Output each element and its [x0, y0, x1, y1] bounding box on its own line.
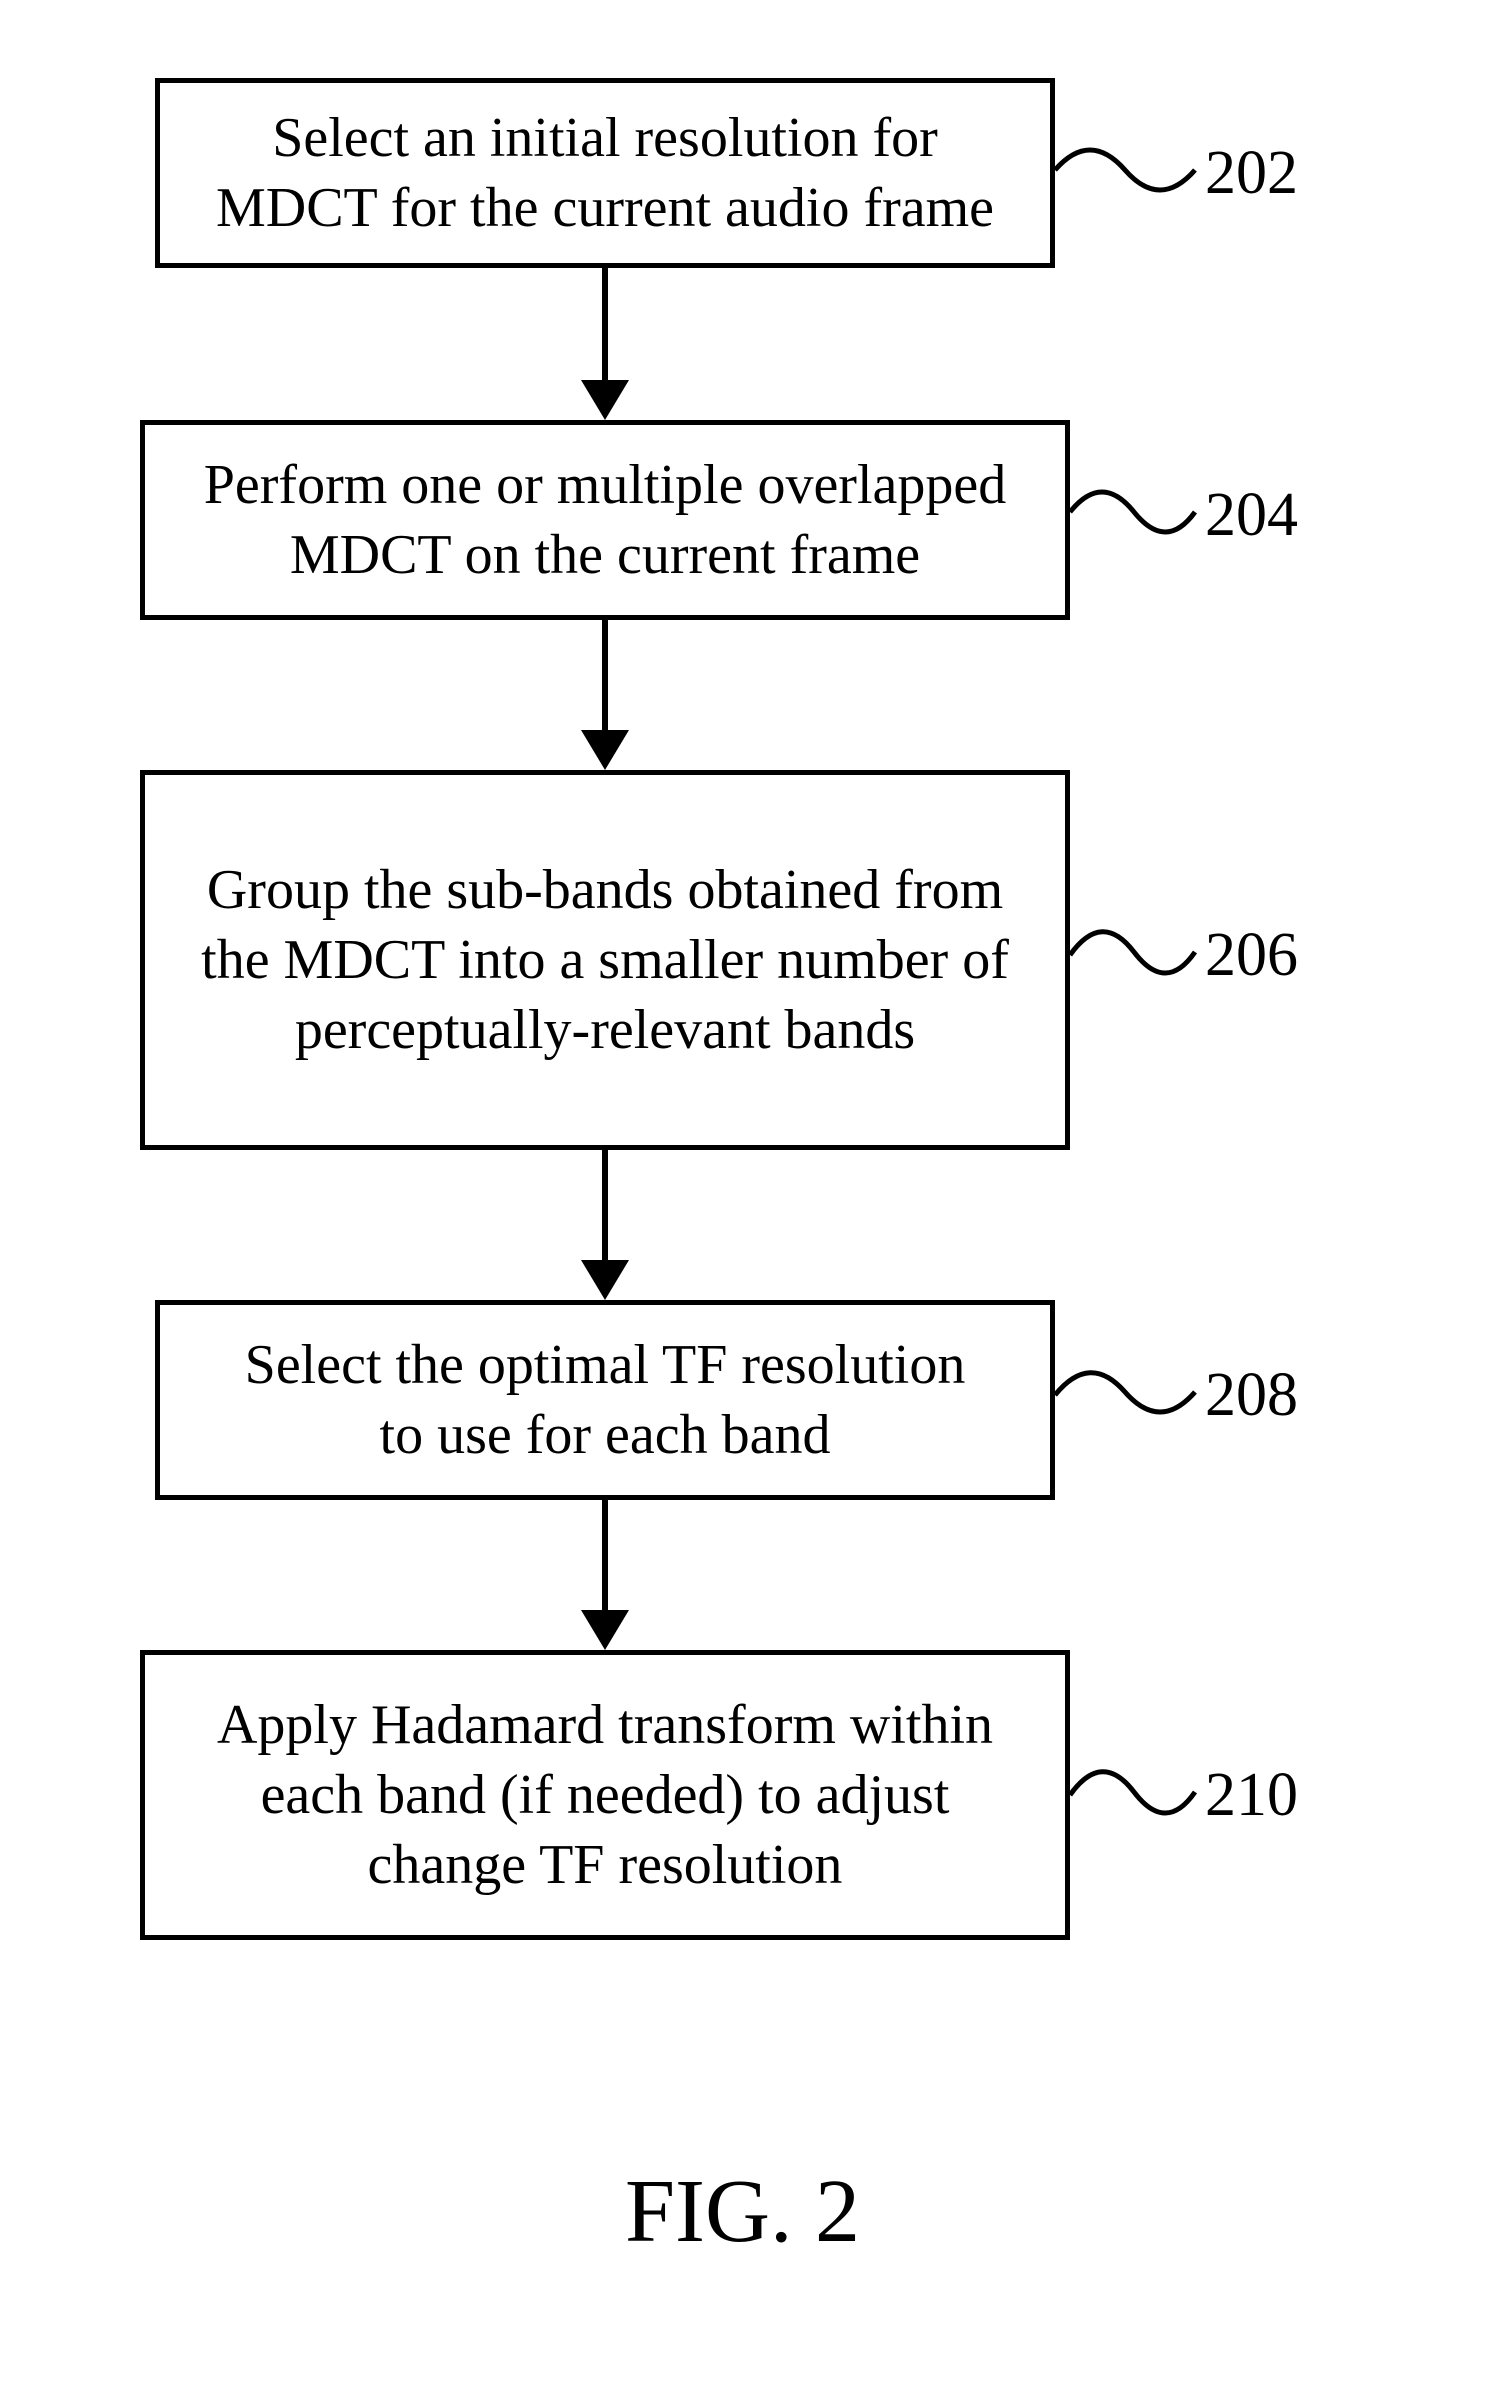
- flow-box-206: Group the sub-bands obtained from the MD…: [140, 770, 1070, 1150]
- connector-208: [1055, 1373, 1195, 1412]
- arrow-208-210: [581, 1500, 629, 1650]
- flow-box-210-text: Apply Hadamard transform within each ban…: [187, 1680, 1023, 1910]
- flow-label-202: 202: [1205, 138, 1298, 209]
- flow-label-208: 208: [1205, 1360, 1298, 1431]
- flow-box-210: Apply Hadamard transform within each ban…: [140, 1650, 1070, 1940]
- flow-box-208: Select the optimal TF resolution to use …: [155, 1300, 1055, 1500]
- connector-204: [1070, 492, 1195, 532]
- flow-box-202-text: Select an initial resolution for MDCT fo…: [186, 93, 1024, 253]
- figure-caption: FIG. 2: [0, 2160, 1485, 2263]
- flow-label-204: 204: [1205, 480, 1298, 551]
- connector-202: [1055, 150, 1195, 190]
- arrow-204-206: [581, 620, 629, 770]
- figure-canvas: Select an initial resolution for MDCT fo…: [0, 0, 1485, 2383]
- arrow-202-204: [581, 268, 629, 420]
- connector-206: [1070, 932, 1195, 973]
- connector-210: [1070, 1772, 1195, 1813]
- arrow-206-208: [581, 1150, 629, 1300]
- flow-box-206-text: Group the sub-bands obtained from the MD…: [171, 845, 1039, 1075]
- flow-box-204-text: Perform one or multiple overlapped MDCT …: [174, 440, 1036, 600]
- flow-label-206: 206: [1205, 920, 1298, 991]
- flow-box-202: Select an initial resolution for MDCT fo…: [155, 78, 1055, 268]
- flow-box-208-text: Select the optimal TF resolution to use …: [215, 1320, 996, 1480]
- flow-label-210: 210: [1205, 1760, 1298, 1831]
- flow-connectors-svg: [0, 0, 1485, 2383]
- flow-box-204: Perform one or multiple overlapped MDCT …: [140, 420, 1070, 620]
